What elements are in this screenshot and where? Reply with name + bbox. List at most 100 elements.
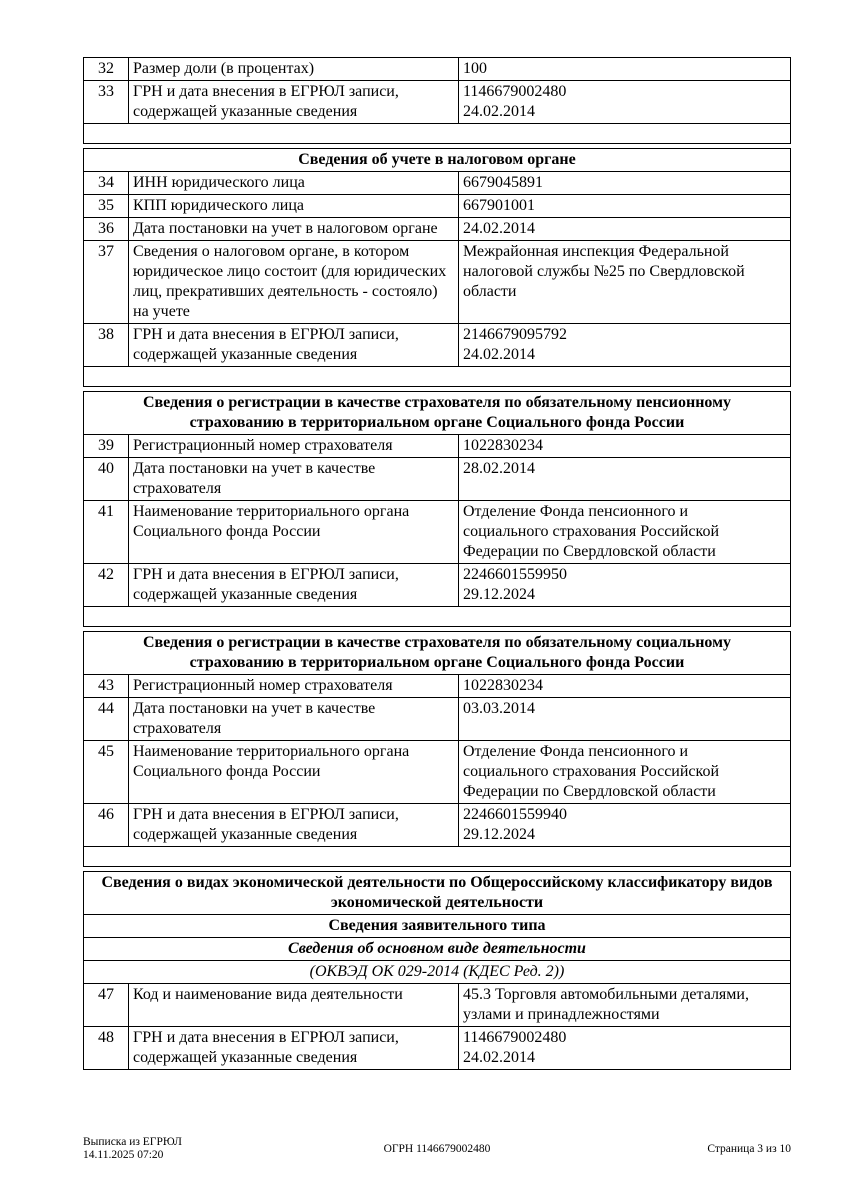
row-value-cell: 2246601559940 29.12.2024 — [459, 804, 790, 846]
table-row: 32 Размер доли (в процентах) 100 — [84, 58, 790, 81]
row-value-line: 1146679002480 — [463, 1029, 567, 1046]
section-header: Сведения о регистрации в качестве страхо… — [84, 632, 790, 675]
table-row: 34 ИНН юридического лица 6679045891 — [84, 172, 790, 195]
row-value-line: Отделение Фонда пенсионного и — [463, 503, 689, 520]
row-label-cell: ГРН и дата внесения в ЕГРЮЛ записи, соде… — [129, 564, 459, 606]
row-label-cell: Дата постановки на учет в налоговом орга… — [129, 218, 459, 240]
table-row: 48 ГРН и дата внесения в ЕГРЮЛ записи, со… — [84, 1027, 790, 1069]
row-value-cell: 2146679095792 24.02.2014 — [459, 324, 790, 366]
row-value-line: 667901001 — [463, 197, 535, 214]
row-value-cell: 1146679002480 24.02.2014 — [459, 81, 790, 123]
row-value-cell: Отделение Фонда пенсионного и социального… — [459, 501, 790, 563]
table-row: 38 ГРН и дата внесения в ЕГРЮЛ записи, со… — [84, 324, 790, 367]
row-value-line: 2246601559940 — [463, 806, 567, 823]
row-label-cell: ГРН и дата внесения в ЕГРЮЛ записи, соде… — [129, 804, 459, 846]
row-value-line: 1146679002480 — [463, 83, 567, 100]
row-value-line: Межрайонная инспекция Федеральной — [463, 243, 729, 260]
row-value-line: 24.02.2014 — [463, 220, 535, 237]
row-value-line: 29.12.2024 — [463, 826, 535, 843]
row-value-cell: 45.3 Торговля автомобильными деталями, уз… — [459, 984, 790, 1026]
section-pension-insurance-registration: Сведения о регистрации в качестве страхо… — [83, 391, 791, 627]
row-value-line: 2146679095792 — [463, 326, 567, 343]
row-value-cell: 100 — [459, 58, 790, 80]
document-table: 32 Размер доли (в процентах) 100 33 ГРН и да… — [83, 57, 791, 1074]
footer-doc-type: Выписка из ЕГРЮЛ — [83, 1136, 182, 1148]
spacer-row — [84, 607, 790, 626]
table-row: 44 Дата постановки на учет в качестве стр… — [84, 698, 790, 741]
table-row: 45 Наименование территориального органа С… — [84, 741, 790, 804]
row-number-cell: 46 — [84, 804, 129, 846]
section-header: Сведения о видах экономической деятельно… — [84, 872, 790, 915]
footer-timestamp: 14.11.2025 07:20 — [83, 1149, 164, 1161]
row-value-line: узлами и принадлежностями — [463, 1006, 660, 1023]
footer-page-number: Страница 3 из 10 — [707, 1143, 792, 1155]
row-label-cell: ГРН и дата внесения в ЕГРЮЛ записи, соде… — [129, 1027, 459, 1069]
row-number-cell: 41 — [84, 501, 129, 563]
row-value-cell: Межрайонная инспекция Федеральной налогов… — [459, 241, 790, 323]
table-row: 46 ГРН и дата внесения в ЕГРЮЛ записи, со… — [84, 804, 790, 847]
row-label-cell: Наименование территориального органа Соц… — [129, 501, 459, 563]
row-number-cell: 42 — [84, 564, 129, 606]
row-label-cell: Наименование территориального органа Соц… — [129, 741, 459, 803]
row-label-cell: Дата постановки на учет в качестве страх… — [129, 458, 459, 500]
row-value-line: 24.02.2014 — [463, 1049, 535, 1066]
row-label-cell: Дата постановки на учет в качестве страх… — [129, 698, 459, 740]
row-label-cell: Код и наименование вида деятельности — [129, 984, 459, 1026]
row-number-cell: 34 — [84, 172, 129, 194]
section-tax-authority-registration: Сведения об учете в налоговом органе 34 ИН… — [83, 148, 791, 387]
row-value-line: социального страхования Российской — [463, 763, 720, 780]
row-label-cell: Регистрационный номер страхователя — [129, 675, 459, 697]
row-value-cell: 28.02.2014 — [459, 458, 790, 500]
page-footer: Выписка из ЕГРЮЛ 14.11.2025 07:20 ОГРН 1… — [83, 1136, 791, 1162]
row-number-cell: 44 — [84, 698, 129, 740]
section-header: Сведения об учете в налоговом органе — [84, 149, 790, 172]
row-value-line: 03.03.2014 — [463, 700, 535, 717]
row-value-line: области — [463, 283, 517, 300]
row-number-cell: 47 — [84, 984, 129, 1026]
spacer-row — [84, 124, 790, 143]
table-row: 35 КПП юридического лица 667901001 — [84, 195, 790, 218]
footer-ogrn: ОГРН 1146679002480 — [383, 1143, 491, 1155]
row-number-cell: 33 — [84, 81, 129, 123]
section-social-insurance-registration: Сведения о регистрации в качестве страхо… — [83, 631, 791, 867]
row-value-cell: 667901001 — [459, 195, 790, 217]
row-label-cell: КПП юридического лица — [129, 195, 459, 217]
row-number-cell: 36 — [84, 218, 129, 240]
row-value-cell: 1022830234 — [459, 435, 790, 457]
row-value-line: Федерации по Свердловской области — [463, 783, 716, 800]
row-number-cell: 40 — [84, 458, 129, 500]
row-value-line: 6679045891 — [463, 174, 543, 191]
table-row: 41 Наименование территориального органа С… — [84, 501, 790, 564]
row-label-cell: ГРН и дата внесения в ЕГРЮЛ записи, соде… — [129, 324, 459, 366]
row-label-cell: ГРН и дата внесения в ЕГРЮЛ записи, соде… — [129, 81, 459, 123]
row-label-cell: ИНН юридического лица — [129, 172, 459, 194]
row-value-line: 24.02.2014 — [463, 346, 535, 363]
table-row: 40 Дата постановки на учет в качестве стр… — [84, 458, 790, 501]
row-number-cell: 32 — [84, 58, 129, 80]
row-number-cell: 48 — [84, 1027, 129, 1069]
table-row: 47 Код и наименование вида деятельности 45… — [84, 984, 790, 1027]
row-number-cell: 37 — [84, 241, 129, 323]
row-value-cell: Отделение Фонда пенсионного и социального… — [459, 741, 790, 803]
row-value-cell: 1146679002480 24.02.2014 — [459, 1027, 790, 1069]
section-header: (ОКВЭД ОК 029-2014 (КДЕС Ред. 2)) — [84, 961, 790, 984]
row-value-cell: 2246601559950 29.12.2024 — [459, 564, 790, 606]
row-number-cell: 35 — [84, 195, 129, 217]
row-value-line: 28.02.2014 — [463, 460, 535, 477]
row-number-cell: 39 — [84, 435, 129, 457]
row-value-line: 45.3 Торговля автомобильными деталями, — [463, 986, 749, 1003]
section-header: Сведения о регистрации в качестве страхо… — [84, 392, 790, 435]
table-row: 42 ГРН и дата внесения в ЕГРЮЛ записи, со… — [84, 564, 790, 607]
row-value-cell: 03.03.2014 — [459, 698, 790, 740]
row-value-line: 100 — [463, 60, 487, 77]
row-label-cell: Регистрационный номер страхователя — [129, 435, 459, 457]
section-share-size-continuation: 32 Размер доли (в процентах) 100 33 ГРН и да… — [83, 57, 791, 144]
row-value-cell: 6679045891 — [459, 172, 790, 194]
row-label-cell: Размер доли (в процентах) — [129, 58, 459, 80]
row-value-line: налоговой службы №25 по Свердловской — [463, 263, 745, 280]
row-number-cell: 45 — [84, 741, 129, 803]
row-value-line: Отделение Фонда пенсионного и — [463, 743, 689, 760]
table-row: 33 ГРН и дата внесения в ЕГРЮЛ записи, со… — [84, 81, 790, 124]
table-row: 39 Регистрационный номер страхователя 1022… — [84, 435, 790, 458]
table-row: 43 Регистрационный номер страхователя 1022… — [84, 675, 790, 698]
